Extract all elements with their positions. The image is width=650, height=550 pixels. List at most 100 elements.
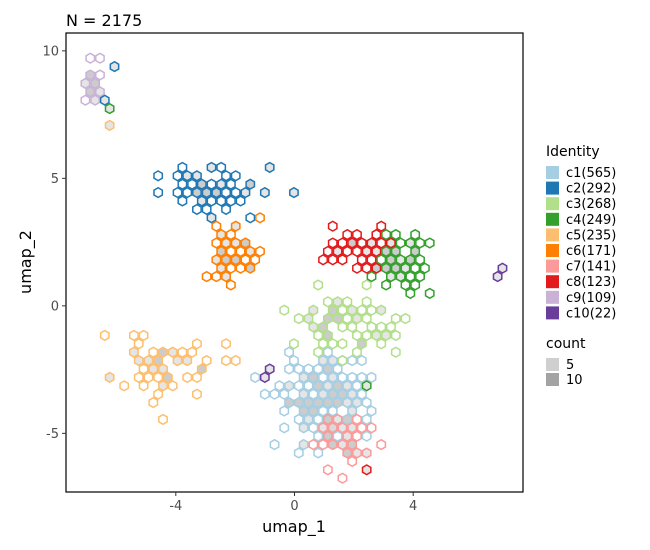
hexbin-cell [177, 178, 188, 190]
hexbin-cell [332, 312, 343, 325]
hexbin-cell [376, 338, 387, 350]
hexbin-cell [361, 262, 372, 274]
hexbin-cell [390, 245, 401, 258]
identity-legend-swatch [546, 166, 559, 179]
hexbin-cell [216, 262, 227, 274]
hexbin-cell [221, 203, 231, 216]
hexbin-cell [182, 371, 193, 384]
hexbin-cell [303, 413, 314, 426]
count-legend-title: count [546, 336, 586, 352]
hexbin-cell [371, 245, 382, 258]
hexbin-cell [381, 228, 391, 241]
hexbin-cell [264, 161, 275, 174]
hexbin-cell [85, 86, 96, 98]
hexbin-cell [361, 413, 372, 426]
hexbin-cell [337, 321, 348, 333]
hexbin-cell [352, 430, 362, 442]
identity-legend-swatch [546, 197, 559, 211]
hexbin-cell [80, 77, 91, 90]
y-tick-label: 10 [42, 44, 59, 59]
hexbin-cell [274, 380, 285, 392]
hexbin-cell [313, 430, 324, 442]
hexbin-cell [221, 186, 231, 199]
hexbin-cell [104, 102, 115, 115]
hexbin-cell [196, 178, 207, 190]
hexbin-cell [138, 363, 149, 375]
count-legend-swatch [546, 373, 559, 386]
hexbin-cell [211, 254, 222, 266]
hexbin-cell [80, 94, 91, 106]
hexbin-cell [153, 170, 164, 182]
hexbin-cell [148, 346, 159, 358]
hexbin-cell [322, 329, 333, 342]
hexbin-cell [303, 363, 314, 375]
hexbin-cell [352, 396, 362, 409]
count-legend-label: 5 [566, 358, 574, 373]
hexbin-cell [347, 304, 358, 316]
hexbin-cell [284, 380, 295, 392]
hexbin-cell [308, 388, 319, 400]
hexbin-cell [250, 254, 261, 266]
hexbin-cell [327, 354, 338, 367]
hexbin-cell [153, 354, 164, 367]
hexbin-cell [361, 279, 372, 291]
hexbin-cell [332, 413, 343, 426]
hexbin-cell [361, 245, 372, 258]
hexbin-cell [371, 262, 382, 274]
hexbin-cell [327, 422, 338, 434]
hexbin-cell [337, 371, 348, 384]
hexbin-cell [327, 237, 338, 249]
hexbin-cell [366, 237, 377, 249]
hexbin-cell [332, 296, 343, 308]
hexbin-cell [347, 388, 358, 400]
hexbin-cell [196, 195, 207, 207]
hexbin-cell [347, 321, 358, 333]
hexbin-cell [405, 270, 416, 283]
hexbin-cell [395, 254, 406, 266]
hexbin-cell [395, 270, 406, 283]
hexbin-cell [327, 371, 338, 384]
hexbin-cell [366, 405, 377, 417]
hexbin-cell [318, 354, 328, 367]
hexbin-cell [230, 220, 241, 232]
hexbin-cell [381, 245, 391, 258]
hexbin-cell [337, 438, 348, 451]
hexbin-cell [371, 228, 382, 241]
hexbin-cell [303, 396, 314, 409]
hexbin-cell [366, 254, 377, 266]
hexbin-cell [352, 346, 362, 358]
hexbin-cell [211, 270, 222, 283]
hexbin-cell [415, 270, 425, 283]
hexbin-cell [337, 254, 348, 266]
y-tick-label: 0 [51, 299, 59, 314]
hexbin-cell [90, 94, 101, 106]
hexbin-cell [167, 346, 178, 358]
hexbin-cell [264, 363, 275, 375]
hexbin-cell [259, 186, 270, 199]
hexbin-cell [352, 329, 362, 342]
hexbin-cell [201, 186, 212, 199]
hexbin-cell [308, 405, 319, 417]
hexbin-cell [356, 304, 367, 316]
hexbin-cell [153, 371, 164, 384]
hexbin-cell [308, 422, 319, 434]
identity-legend: Identity c1(565)c2(292)c3(268)c4(249)c5(… [546, 144, 616, 321]
hexbin-cell [293, 363, 304, 375]
hexbin-cell [298, 388, 309, 400]
hexbin-cell [211, 220, 222, 232]
hexbin-cell [332, 245, 343, 258]
hexbin-cell [361, 380, 372, 392]
hexbin-cell [400, 279, 411, 291]
hexbin-cell [308, 304, 319, 316]
hexbin-cell [221, 237, 231, 249]
hexbin-cell [313, 413, 324, 426]
hexbin-cell [95, 52, 105, 64]
hexbin-cell [240, 237, 251, 249]
hexbin-cell [235, 262, 246, 274]
hexbin-cell [318, 388, 328, 400]
identity-legend-swatch [546, 275, 559, 289]
hexbin-cell [337, 354, 348, 367]
y-tick-label: -5 [46, 427, 59, 442]
hexbin-cell [419, 262, 430, 274]
